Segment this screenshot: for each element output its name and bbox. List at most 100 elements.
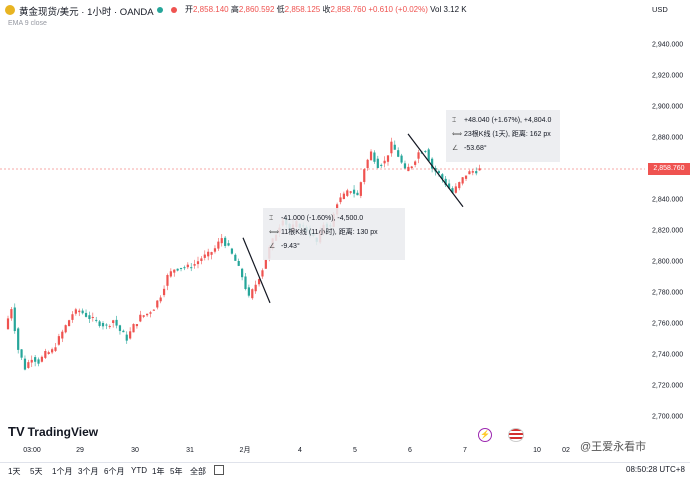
candle-body xyxy=(57,336,60,345)
measure-1-bars: 11根K线 (11小时), 距离: 130 px xyxy=(281,229,378,236)
measure-box-1[interactable]: ⌶ -41.000 (-1.60%), -4,500.0 ⟺ 11根K线 (11小时… xyxy=(263,208,405,260)
candle-body xyxy=(166,275,169,286)
candle-body xyxy=(230,248,234,254)
candle-body xyxy=(352,189,356,194)
candle-body xyxy=(464,175,468,179)
us-flag-icon[interactable] xyxy=(508,428,524,442)
trend-line-1 xyxy=(242,237,271,304)
timeframe-ytd[interactable]: YTD xyxy=(131,466,147,475)
x-tick-label: 10 xyxy=(533,447,541,454)
candle-body xyxy=(251,289,254,299)
measure-1-price: -41.000 (-1.60%), -4,500.0 xyxy=(281,215,364,222)
candle-body xyxy=(17,328,20,350)
timeframe-1y[interactable]: 1年 xyxy=(152,467,165,476)
timeframe-3m[interactable]: 3个月 xyxy=(78,467,99,476)
candle-body xyxy=(54,347,57,351)
candle-body xyxy=(339,197,342,203)
candle-body xyxy=(183,267,186,269)
candle-body xyxy=(220,238,223,244)
candle-body xyxy=(30,359,33,363)
candle-body xyxy=(437,171,440,174)
candle-body xyxy=(78,310,81,313)
x-tick-label: 4 xyxy=(298,447,302,454)
candle-body xyxy=(447,183,451,189)
timeframe-6m[interactable]: 6个月 xyxy=(104,467,125,476)
candle-body xyxy=(244,276,247,290)
x-tick-label: 02 xyxy=(562,447,570,454)
candle-body xyxy=(386,155,390,162)
candle-body xyxy=(414,161,417,165)
candle-body xyxy=(152,309,155,311)
candle-body xyxy=(173,269,176,273)
symbol-title[interactable]: 黄金现货/美元 · 1小时 · OANDA xyxy=(19,7,154,18)
candle-body xyxy=(257,279,261,285)
candle-body xyxy=(20,349,23,358)
timeframe-5y[interactable]: 5年 xyxy=(170,467,183,476)
candle-body xyxy=(431,158,434,169)
timeframe-1m[interactable]: 1个月 xyxy=(52,467,73,476)
candle-body xyxy=(241,268,244,278)
candle-body xyxy=(162,288,166,296)
timeframe-5d[interactable]: 5天 xyxy=(30,467,43,476)
ema-indicator-label[interactable]: EMA 9 close xyxy=(8,20,47,27)
measure-2-bars: 23根K线 (1天), 距离: 162 px xyxy=(464,131,551,138)
candle-body xyxy=(403,163,407,169)
candle-body xyxy=(349,191,352,193)
candle-body xyxy=(458,182,461,189)
candle-body xyxy=(129,331,132,339)
candle-body xyxy=(84,312,88,317)
tradingview-logo[interactable]: TV TradingView xyxy=(8,424,99,439)
gold-symbol-icon xyxy=(5,5,15,15)
candle-body xyxy=(115,319,118,326)
candle-body xyxy=(169,271,172,277)
candle-body xyxy=(193,264,196,266)
timeframe-1d[interactable]: 1天 xyxy=(8,467,21,476)
candle-body xyxy=(159,297,162,302)
measure-2-price: +48.040 (+1.67%), +4,804.0 xyxy=(464,117,552,124)
candle-body xyxy=(40,356,44,362)
candle-body xyxy=(342,193,345,199)
x-tick-label: 2月 xyxy=(240,446,251,454)
angle-icon: ∠ xyxy=(452,145,459,152)
utc-clock[interactable]: 08:50:28 UTC+8 xyxy=(626,465,685,474)
data-status-icon xyxy=(171,7,177,13)
candle-body xyxy=(132,324,135,333)
candle-body xyxy=(380,164,383,166)
y-tick-label: 2,760.000 xyxy=(652,321,683,328)
candle-body xyxy=(34,357,37,362)
measure-1-angle: -9.43° xyxy=(281,243,300,250)
bar-range-icon: ⟺ xyxy=(452,131,463,138)
candle-body xyxy=(356,192,359,196)
trend-line-2 xyxy=(407,133,464,208)
y-tick-label: 2,900.000 xyxy=(652,104,683,111)
candle-body xyxy=(441,174,444,180)
candle-body xyxy=(444,178,447,186)
timeframe-all[interactable]: 全部 xyxy=(190,467,206,476)
candle-body xyxy=(203,254,206,258)
candle-body xyxy=(471,171,474,173)
bottom-toolbar: 1天 5天 1个月 3个月 6个月 YTD 1年 5年 全部 xyxy=(0,462,690,481)
candle-body xyxy=(234,254,237,261)
candle-body xyxy=(346,190,349,196)
candle-body xyxy=(369,151,373,161)
measure-box-2[interactable]: ⌶ +48.040 (+1.67%), +4,804.0 ⟺ 23根K线 (1天),… xyxy=(446,110,560,162)
candle-body xyxy=(186,264,189,268)
candle-body xyxy=(451,188,454,193)
candle-body xyxy=(454,186,457,193)
candle-body xyxy=(139,314,142,322)
tradingview-mark-icon: TV xyxy=(8,424,25,439)
candle-body xyxy=(417,152,420,159)
calendar-icon[interactable] xyxy=(214,465,224,475)
y-tick-label: 2,740.000 xyxy=(652,352,683,359)
currency-label[interactable]: USD xyxy=(652,5,668,14)
candle-body xyxy=(237,261,240,266)
candle-body xyxy=(135,324,139,327)
candle-body xyxy=(247,287,250,296)
candle-body xyxy=(196,261,200,265)
candle-body xyxy=(95,319,98,321)
x-tick-label: 6 xyxy=(408,447,412,454)
candle-body xyxy=(397,150,400,157)
candle-body xyxy=(254,284,257,292)
lightning-icon[interactable]: ⚡ xyxy=(478,428,492,442)
candle-body xyxy=(224,237,227,246)
